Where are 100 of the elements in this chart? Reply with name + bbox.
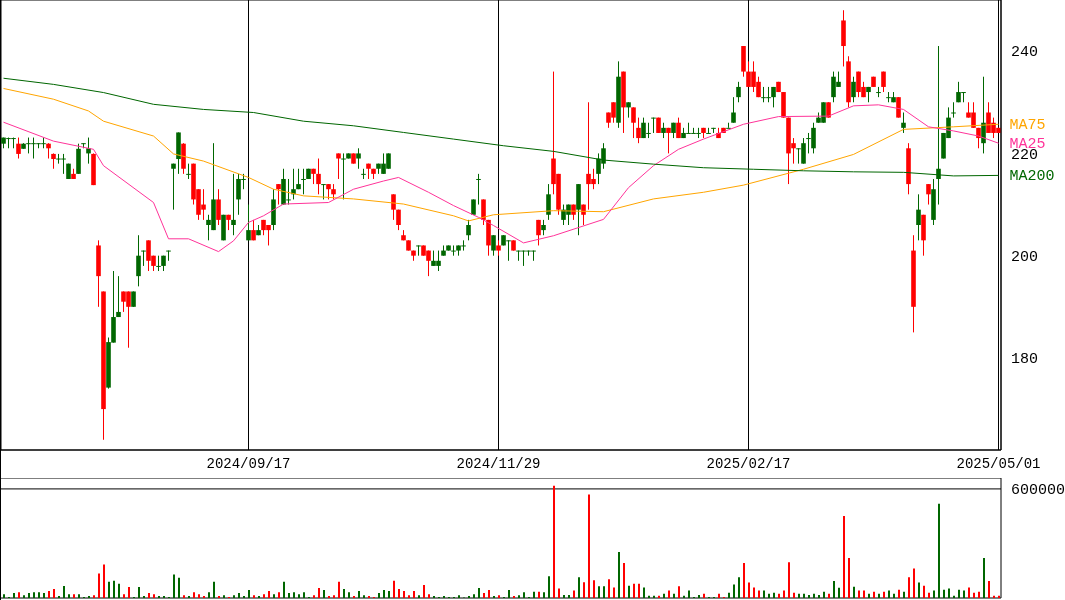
bar — [358, 591, 360, 598]
bar — [253, 595, 255, 598]
candlestick — [341, 152, 346, 200]
bar — [178, 577, 180, 598]
bar — [933, 590, 935, 598]
bar — [563, 594, 565, 598]
bar — [43, 593, 45, 598]
bar — [553, 485, 555, 598]
bar — [573, 590, 575, 598]
bar — [608, 579, 610, 598]
bar — [663, 593, 665, 598]
bar — [623, 563, 625, 598]
bar — [13, 593, 15, 598]
bar — [303, 592, 305, 598]
bar — [738, 577, 740, 598]
bar — [853, 586, 855, 598]
bar — [238, 593, 240, 598]
candlestick — [916, 193, 921, 241]
bar — [298, 594, 300, 598]
y-tick-label: 200 — [1011, 249, 1039, 267]
bar — [618, 552, 620, 598]
bar — [78, 594, 80, 598]
bar — [183, 595, 185, 598]
bar — [688, 590, 690, 598]
candlestick — [391, 193, 396, 221]
bar — [958, 589, 960, 598]
x-tick-label: 2025/02/17 — [706, 455, 791, 472]
bar — [953, 595, 955, 598]
bar — [408, 595, 410, 598]
line-series — [3, 87, 999, 222]
bar — [993, 595, 995, 598]
bar — [248, 590, 250, 598]
bar — [803, 593, 805, 598]
bar — [698, 594, 700, 598]
y-tick-label: 600000 — [1011, 482, 1065, 500]
bar — [93, 595, 95, 598]
bar — [288, 593, 290, 598]
candlestick — [951, 101, 956, 119]
bar — [428, 594, 430, 598]
candlestick — [136, 234, 141, 287]
candlestick — [276, 183, 281, 206]
bar — [123, 594, 125, 598]
bar — [363, 595, 365, 598]
bar — [823, 591, 825, 598]
candlestick — [731, 96, 736, 124]
bar — [673, 593, 675, 598]
bar — [978, 591, 980, 598]
bar — [813, 593, 815, 598]
bar — [643, 587, 645, 598]
candlestick — [926, 183, 931, 206]
bar — [53, 589, 55, 598]
bar — [653, 595, 655, 598]
bar — [233, 595, 235, 598]
bar — [38, 592, 40, 598]
bar — [968, 587, 970, 598]
candlestick — [476, 173, 481, 206]
bar — [388, 591, 390, 598]
candlestick — [706, 127, 711, 134]
bar — [793, 592, 795, 598]
bar — [748, 582, 750, 598]
bar — [838, 587, 840, 598]
bar — [393, 580, 395, 598]
bar — [948, 588, 950, 598]
x-tick-label: 2025/05/01 — [956, 455, 1041, 472]
bar — [918, 582, 920, 598]
bar — [588, 494, 590, 598]
bar — [703, 593, 705, 598]
candlestick — [736, 81, 741, 103]
bar — [518, 595, 520, 598]
bar — [108, 581, 110, 598]
bar — [558, 588, 560, 598]
bar — [628, 585, 630, 598]
line-series — [3, 104, 999, 253]
bar — [103, 564, 105, 598]
candlestick — [651, 117, 656, 134]
bar — [23, 595, 25, 598]
candlestick — [901, 112, 906, 134]
bar — [378, 593, 380, 598]
candlestick — [16, 137, 21, 160]
bar — [843, 516, 845, 598]
bar — [883, 591, 885, 598]
bar — [198, 594, 200, 598]
bar — [568, 594, 570, 598]
bar — [873, 591, 875, 598]
bar — [423, 584, 425, 598]
bar — [548, 576, 550, 598]
bar — [898, 589, 900, 598]
bar — [153, 594, 155, 598]
bar — [598, 586, 600, 598]
bar — [768, 593, 770, 598]
bar — [293, 592, 295, 598]
bar — [173, 574, 175, 598]
bar — [928, 592, 930, 598]
bar — [848, 558, 850, 598]
y-tick-label: 240 — [1011, 44, 1039, 62]
bar — [128, 586, 130, 598]
series-label: MA75 — [1009, 117, 1046, 135]
bar — [773, 592, 775, 598]
bar — [938, 503, 940, 598]
candlestick — [186, 163, 191, 180]
